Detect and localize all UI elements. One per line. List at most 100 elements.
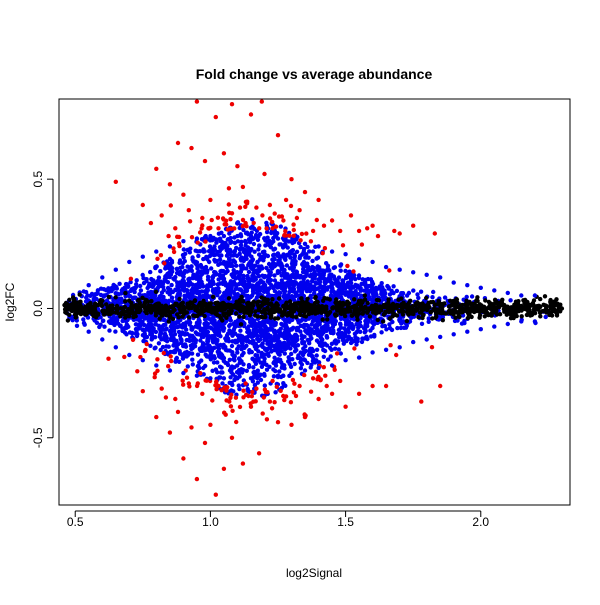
black-point [420, 315, 425, 321]
blue-point [292, 361, 297, 367]
red-point [269, 406, 275, 411]
blue-point [283, 323, 289, 328]
blue-point [215, 360, 220, 365]
blue-point [277, 242, 282, 247]
black-point [433, 315, 438, 320]
blue-point [94, 291, 100, 296]
blue-point [255, 336, 260, 341]
blue-point [362, 330, 367, 335]
blue-point [229, 261, 234, 266]
blue-point [271, 239, 276, 244]
black-point [175, 312, 180, 317]
blue-point [287, 361, 292, 367]
blue-point [239, 255, 244, 260]
blue-point [324, 268, 330, 273]
blue-point [293, 344, 298, 350]
blue-point [201, 249, 206, 254]
blue-point [133, 284, 139, 290]
blue-point [161, 317, 166, 322]
black-point [365, 300, 370, 306]
blue-point [286, 293, 291, 298]
blue-point [202, 317, 208, 322]
blue-point [278, 224, 283, 229]
blue-point [177, 333, 183, 338]
blue-point [336, 275, 342, 280]
blue-point [300, 284, 306, 289]
blue-point [205, 257, 210, 262]
blue-point [212, 329, 217, 334]
blue-point [305, 244, 310, 250]
black-point [538, 296, 543, 302]
blue-point [285, 317, 291, 322]
black-point [428, 310, 433, 315]
black-point [314, 299, 319, 304]
blue-point [244, 368, 249, 373]
blue-point [268, 326, 273, 331]
black-point [241, 314, 246, 320]
blue-point [260, 273, 265, 278]
blue-point [189, 346, 194, 352]
black-point [271, 309, 277, 315]
blue-point [216, 323, 221, 328]
black-point [144, 305, 149, 311]
blue-point [241, 227, 246, 233]
blue-point [213, 286, 219, 292]
black-point [525, 299, 530, 305]
blue-point [190, 255, 195, 260]
blue-point [259, 264, 264, 269]
blue-point [258, 377, 264, 383]
blue-point [189, 264, 194, 269]
black-point [274, 301, 279, 306]
black-point [168, 314, 173, 319]
black-point [438, 310, 443, 315]
blue-point [107, 328, 112, 333]
blue-point [262, 383, 267, 388]
blue-point [225, 331, 231, 336]
blue-point [262, 249, 267, 254]
black-point [512, 303, 517, 308]
black-point [67, 297, 72, 302]
blue-point [272, 273, 277, 278]
blue-point [134, 278, 139, 283]
blue-point [299, 357, 304, 362]
black-point [516, 299, 521, 304]
black-point [541, 302, 546, 307]
blue-point [182, 297, 187, 302]
black-point [185, 302, 190, 307]
blue-point [219, 269, 224, 274]
blue-point [401, 319, 406, 324]
blue-point [248, 319, 253, 325]
blue-point [187, 268, 192, 273]
blue-point [315, 319, 320, 324]
black-point [246, 306, 251, 311]
blue-point [201, 256, 206, 262]
blue-point [322, 326, 328, 331]
black-point [81, 306, 86, 311]
blue-point [294, 249, 300, 254]
blue-point [252, 226, 257, 231]
blue-point [279, 285, 284, 291]
blue-point [286, 355, 291, 360]
blue-point [209, 252, 214, 257]
blue-point [226, 339, 232, 344]
blue-point [147, 281, 152, 286]
blue-point [348, 287, 353, 293]
black-point [464, 303, 469, 309]
blue-point [263, 243, 268, 248]
blue-point [258, 278, 263, 283]
blue-point [98, 322, 103, 327]
blue-point [314, 328, 319, 333]
blue-point [400, 291, 406, 296]
black-point [153, 289, 159, 294]
blue-point [89, 291, 95, 297]
blue-point [119, 288, 125, 293]
blue-point [215, 282, 221, 287]
blue-point [249, 246, 254, 252]
black-point [373, 302, 378, 308]
blue-point [237, 276, 242, 281]
blue-point [272, 355, 277, 360]
blue-point [162, 298, 168, 303]
blue-point [250, 217, 255, 222]
black-point [548, 297, 553, 303]
